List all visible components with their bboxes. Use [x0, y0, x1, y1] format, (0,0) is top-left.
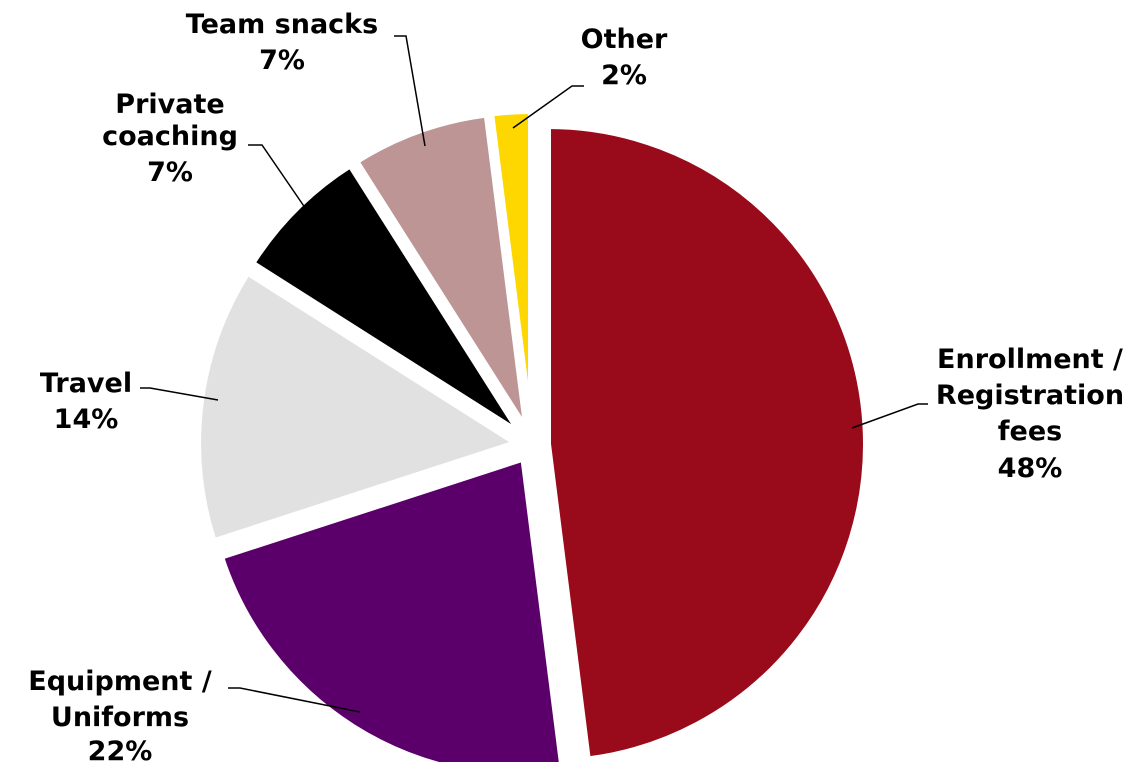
slice-enrollment-registration-fees: [545, 122, 869, 762]
slice-label-team-snacks: Team snacks 7%: [186, 9, 378, 76]
leader-line-travel: [140, 387, 219, 401]
slice-label-line: Team snacks: [186, 9, 378, 40]
slice-label-line: Travel: [40, 368, 132, 399]
slice-percent-label: 14%: [54, 404, 119, 435]
slice-label-private-coaching: Private coaching 7%: [102, 89, 238, 188]
slice-label-line: coaching: [102, 121, 238, 152]
leader-line-team-snacks: [394, 35, 426, 147]
slice-labels: Enrollment / Registration fees 48% Equipment…: [28, 9, 1124, 762]
slice-percent-label: 48%: [998, 453, 1063, 484]
slice-percent-label: 7%: [147, 157, 193, 188]
slice-label-travel: Travel 14%: [40, 368, 132, 435]
leader-line-private-coaching: [248, 144, 311, 216]
leader-line-equipment-uniforms: [228, 687, 361, 713]
slice-equipment-uniforms: [217, 454, 565, 762]
slice-team-snacks: [352, 111, 530, 432]
slice-travel: [195, 268, 524, 546]
slice-label-enrollment-registration-fees: Enrollment / Registration fees 48%: [936, 344, 1124, 484]
slice-label-line: Private: [115, 89, 224, 120]
slice-label-line: Enrollment /: [937, 344, 1123, 375]
slice-percent-label: 2%: [601, 60, 647, 91]
slice-label-line: Other: [581, 24, 668, 55]
pie-slices: [195, 107, 869, 762]
slice-percent-label: 7%: [259, 45, 305, 76]
leader-line-enrollment-registration-fees: [851, 403, 928, 429]
slice-label-equipment-uniforms: Equipment / Uniforms 22%: [28, 666, 212, 762]
slice-label-line: fees: [998, 416, 1062, 447]
slice-other: [487, 107, 534, 430]
slice-label-line: Uniforms: [51, 702, 189, 733]
slice-label-line: Equipment /: [28, 666, 212, 697]
slice-label-line: Registration: [936, 380, 1124, 411]
slice-private-coaching: [248, 161, 524, 437]
slice-percent-label: 22%: [88, 736, 153, 762]
slice-label-other: Other 2%: [581, 24, 668, 91]
leader-line-other: [512, 85, 584, 129]
leader-lines: [140, 35, 928, 713]
